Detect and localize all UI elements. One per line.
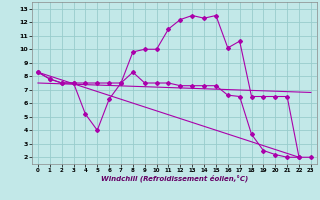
X-axis label: Windchill (Refroidissement éolien,°C): Windchill (Refroidissement éolien,°C) (101, 175, 248, 182)
